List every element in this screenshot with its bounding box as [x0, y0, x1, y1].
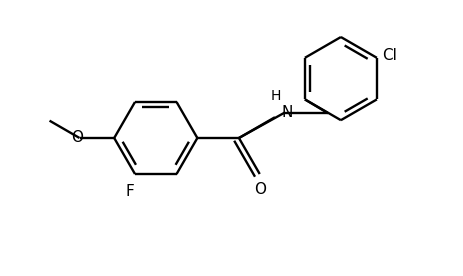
Text: N: N	[281, 105, 293, 120]
Text: H: H	[270, 89, 280, 103]
Text: F: F	[125, 184, 134, 199]
Text: Cl: Cl	[381, 48, 396, 63]
Text: O: O	[71, 131, 83, 145]
Text: O: O	[253, 182, 265, 197]
